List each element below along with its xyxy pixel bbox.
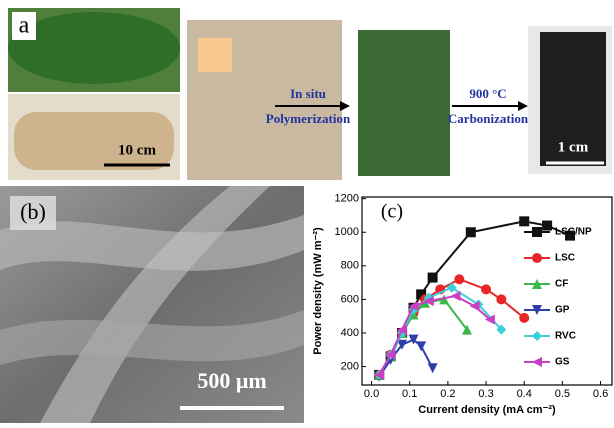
y-tick-label: 1200 (335, 193, 359, 205)
step-text: Polymerization (266, 111, 351, 126)
x-axis-label: Current density (mA cm⁻²) (418, 404, 556, 416)
legend-label: LSC/NP (555, 227, 592, 238)
marker (454, 274, 464, 284)
x-tick-label: 0.5 (555, 388, 570, 400)
panel-b: (b) 500 μm (0, 186, 304, 423)
step-text: 900 °C (469, 86, 506, 101)
photo-polymer (358, 30, 450, 176)
legend-label: GS (555, 357, 570, 368)
marker (519, 313, 529, 323)
x-tick-label: 0.1 (402, 388, 417, 400)
x-tick-label: 0.6 (593, 388, 608, 400)
y-axis-label: Power density (mW m⁻²) (312, 227, 324, 355)
legend-marker (532, 227, 542, 237)
panel-label: a (19, 13, 30, 39)
legend-marker (532, 357, 542, 367)
legend-marker (532, 253, 542, 263)
panel-a: 10 cm a In situ Polymerization 900 °C Ca… (8, 8, 612, 180)
figure: 10 cm a In situ Polymerization 900 °C Ca… (0, 0, 614, 423)
x-tick-label: 0.2 (440, 388, 455, 400)
y-tick-label: 400 (341, 327, 359, 339)
sample-square (198, 38, 232, 72)
page: {"panel_a": {"label": "a", "scale_left":… (0, 0, 614, 423)
legend-label: LSC (555, 253, 575, 264)
x-tick-label: 0.4 (517, 388, 532, 400)
scale-text: 500 μm (197, 368, 266, 393)
panel-c: (c) 200 400 600 800 1000 1200 0.0 0.1 0.2 0.3 0.4 0.… (312, 193, 612, 416)
marker (481, 284, 491, 294)
arrow-head (518, 101, 528, 111)
arrow-head (340, 101, 350, 111)
legend-marker (532, 331, 542, 341)
panel-label: (c) (381, 201, 403, 223)
marker (428, 363, 438, 373)
marker (542, 221, 552, 231)
marker (451, 291, 461, 301)
marker (428, 273, 438, 283)
marker (466, 227, 476, 237)
y-tick-label: 200 (341, 360, 359, 372)
x-tick-label: 0.3 (478, 388, 493, 400)
panel-label: (b) (20, 199, 46, 224)
marker (416, 341, 426, 351)
y-tick-label: 800 (341, 260, 359, 272)
marker (496, 294, 506, 304)
legend-label: GP (555, 305, 570, 316)
legend-label: CF (555, 279, 568, 290)
x-tick-label: 0.0 (364, 388, 379, 400)
series-line (379, 221, 570, 375)
y-tick-label: 600 (341, 293, 359, 305)
sponge (14, 112, 174, 170)
scale-text: 10 cm (118, 142, 156, 158)
step-text: Carbonization (448, 111, 529, 126)
marker (519, 216, 529, 226)
legend-label: RVC (555, 331, 576, 342)
scale-text: 1 cm (558, 139, 589, 155)
series-line (379, 299, 467, 375)
step-text: In situ (290, 86, 326, 101)
y-tick-label: 1000 (335, 226, 359, 238)
